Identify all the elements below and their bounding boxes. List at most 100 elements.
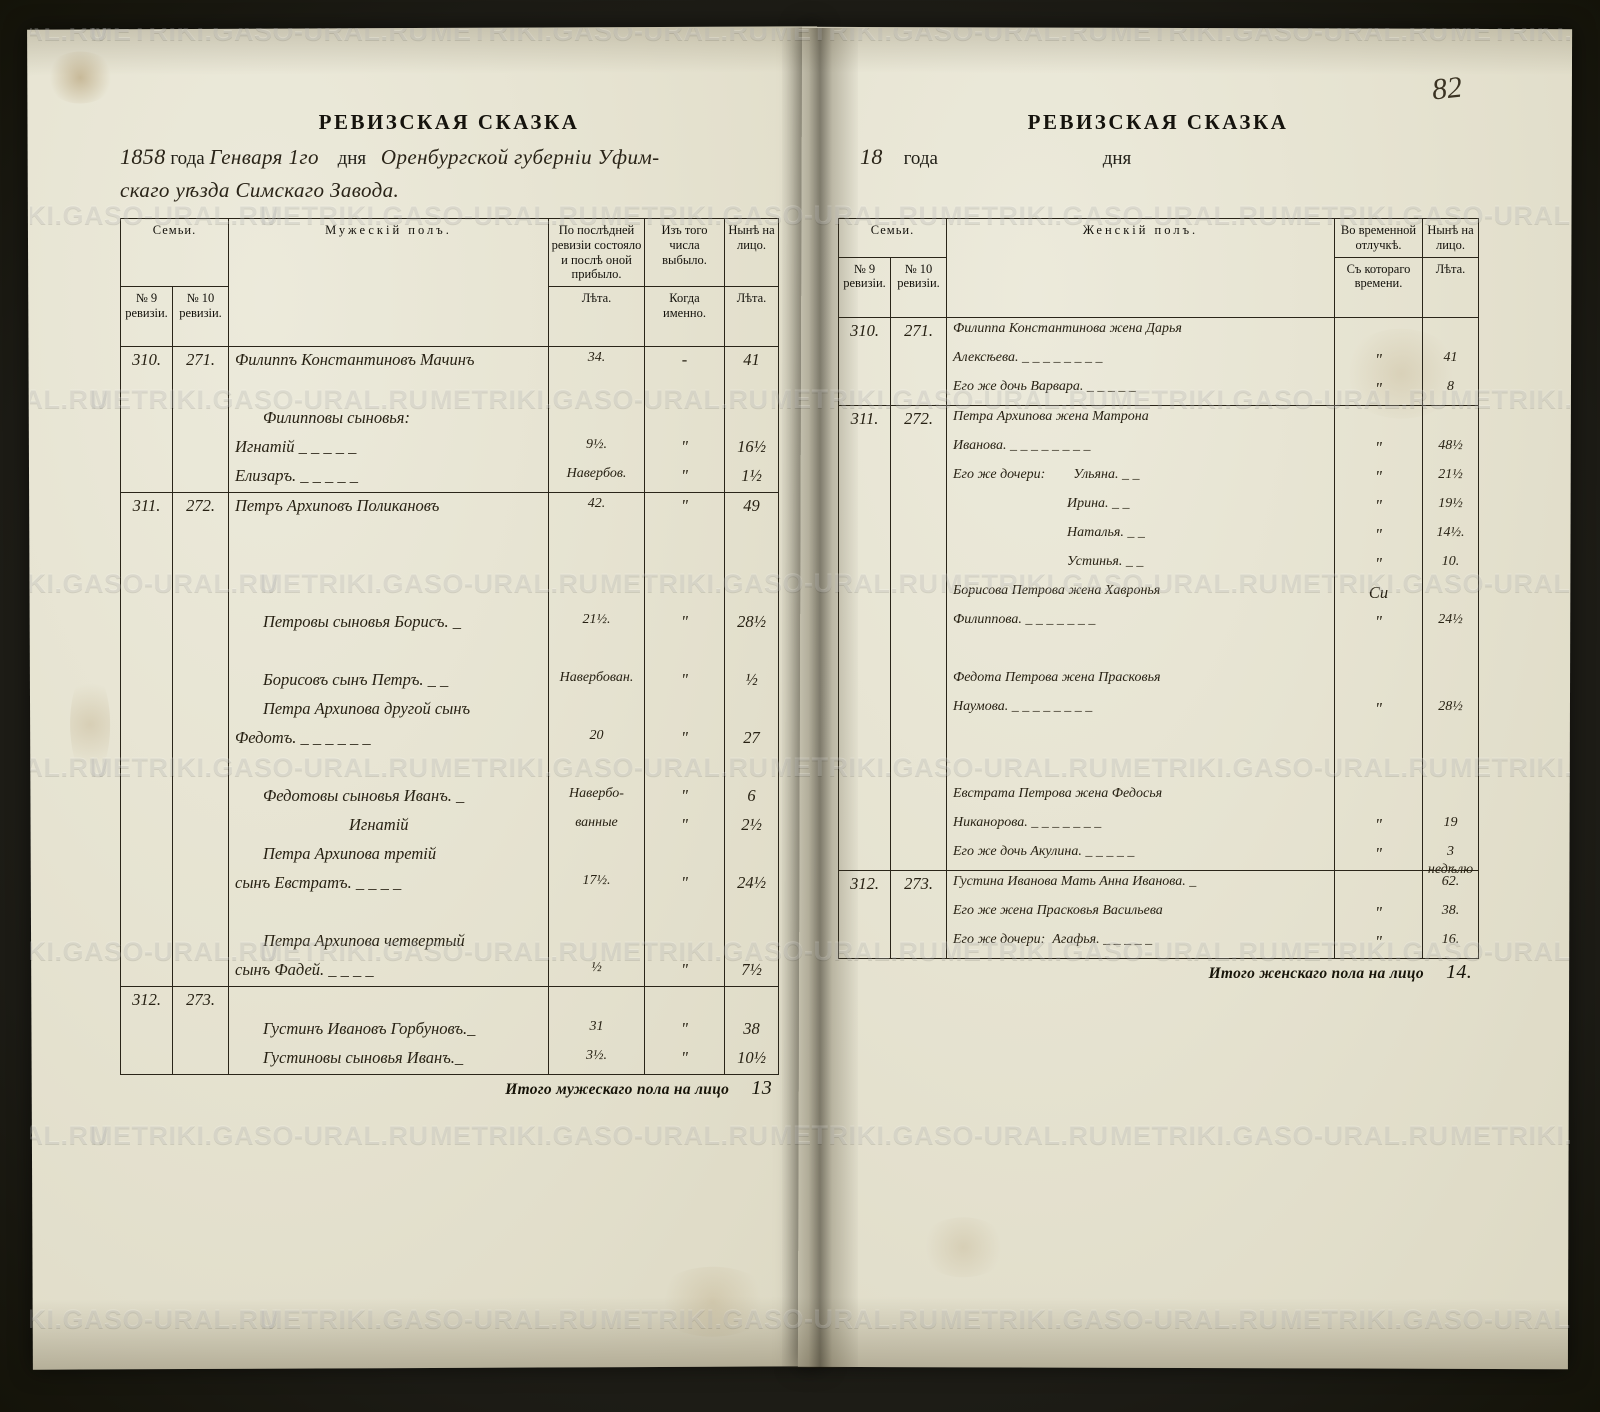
cell-departed-when: " " " " " " " " [644,492,725,987]
table-row: 311. 272. Петръ Архиповъ Поликановъ Петров… [120,492,779,987]
cell-departed-when: " " [644,986,725,1075]
departed-when [645,405,724,434]
rev10-number: 273. [186,990,215,1009]
departed-when: " [681,1019,688,1038]
left-date-line-2: скаго уѣзда Симскаго Завода. [120,178,778,218]
cell-rev9: 311. [120,492,173,987]
cell-temp-absence: " " [1334,316,1423,406]
departed-when [645,376,724,405]
left-place-cont: скаго уѣзда Симскаго Завода. [120,178,400,202]
person-name-line: Петра Архипова третій [263,844,437,863]
table-header-row-1: Семьи. Женскій полъ. Во временной отлучк… [838,218,1479,318]
table-row: 312. 273. Густина Иванова Мать Анна Иванов… [838,869,1479,959]
departed-when: " [681,437,688,456]
present-age [725,551,778,580]
present-age: 10½ [737,1048,766,1067]
present-age [725,754,778,783]
header-rev10: № 10 ревизіи. [890,256,947,318]
right-dnya-label: дня [1102,148,1132,169]
header-families: Семьи. [120,218,229,287]
last-revision-age [549,696,644,725]
rev9-number: 311. [132,496,161,515]
person-name-line: Петра Архипова четвертый [263,931,465,950]
departed-when [645,522,724,551]
header-temp-absence: Во временной отлучкѣ. [1334,218,1423,258]
temp-absence-since: " [1375,524,1382,544]
person-name-line: Наумова. _ _ _ _ _ _ _ _ [953,698,1093,714]
header-families: Семьи. [838,218,947,258]
departed-when [645,580,724,609]
last-revision-age [549,987,644,1016]
person-name-line: Елизаръ. _ _ _ _ _ [235,466,359,485]
cell-last-revision-age: 42. 21½. Навербован. 20 Навербо-ванные 1… [548,492,645,987]
person-name-line: Никанорова. _ _ _ _ _ _ _ [953,814,1102,830]
temp-absence-since [1335,783,1422,812]
person-name-line [229,987,548,1016]
departed-when [645,899,724,928]
present-age [725,696,778,725]
last-revision-age [549,638,644,667]
folio-number: 82 [1430,70,1464,107]
foxing-stain [45,51,116,104]
person-name-line [947,725,1334,754]
rev10-number: 273. [904,873,933,893]
departed-when: " [681,815,688,834]
last-revision-age [549,405,644,434]
person-name-line: Его же дочери: Агафья. _ _ _ _ _ [953,931,1153,947]
person-name-line: Евстрата Петрова жена Федосья [953,785,1163,801]
present-age: 16. [1441,931,1460,947]
person-name-line: Густиновы сыновья Иванъ._ [263,1048,464,1067]
temp-absence-since: " [1375,437,1382,457]
male-total-value: 13 [751,1077,772,1099]
last-revision-age: ванные [575,815,618,830]
person-name-line [229,638,548,667]
temp-absence-since: " [1375,902,1382,922]
cell-rev10: 273. [172,986,229,1075]
present-age: 28½ [737,612,766,631]
right-goda-label: года [903,148,938,169]
left-month-day: Генваря 1го [209,145,319,169]
present-age [1423,638,1478,667]
present-age: 7½ [741,960,762,979]
person-name-line: Филиппа Константинова жена Дарья [953,320,1182,336]
cell-rev10: 272. [890,404,947,871]
cell-present-age: 41 8 [1422,316,1479,406]
last-revision-age [549,551,644,580]
temp-absence-since [1335,318,1422,347]
page-bottom-shading [32,1296,823,1370]
present-age [725,580,778,609]
cell-last-revision-age: 34. 9½. Навербов. [548,346,645,493]
person-name-line: Федотъ. _ _ _ _ _ _ [235,728,371,747]
departed-when: " [681,496,688,515]
present-age: 27 [743,728,760,747]
present-age: 49 [743,496,760,515]
present-age: 24½ [737,873,766,892]
header-male-sex: Мужескій полъ. [228,218,549,347]
person-name-line: Алексѣева. _ _ _ _ _ _ _ _ [953,349,1103,365]
cell-rev10: 271. [172,346,229,493]
last-revision-age: 34. [587,350,606,365]
person-name-line [947,754,1334,783]
right-year: 18 [860,144,883,169]
present-age: 24½ [1438,611,1463,627]
left-year: 1858 [120,144,166,169]
present-age [725,841,778,870]
person-name-line: Его же жена Прасковья Васильева [953,902,1163,918]
last-revision-age: 3½. [586,1048,607,1063]
departed-when [645,696,724,725]
last-revision-age: 21½. [582,612,611,627]
temp-absence-since: " [1375,495,1382,515]
present-age: ½ [745,670,758,689]
person-name-line: Петровы сыновья Борисъ. _ [263,612,461,631]
present-age [725,899,778,928]
female-total-row: Итого женскаго пола на лицо 14. [838,961,1478,984]
cell-rev10: 273. [890,869,947,959]
temp-absence-since: Си [1368,582,1389,602]
rev10-number: 272. [904,408,933,428]
rev10-number: 272. [186,496,215,515]
person-name-line: Филипповы сыновья: [263,408,410,427]
person-name-line: Петра Архипова другой сынъ [263,699,471,718]
table-row: 310. 271. Филиппъ Константиновъ Мачинъ Фил… [120,346,779,493]
table-header-row-1: Семьи. Мужескій полъ. По послѣдней ревиз… [120,218,779,347]
present-age [1423,406,1478,435]
